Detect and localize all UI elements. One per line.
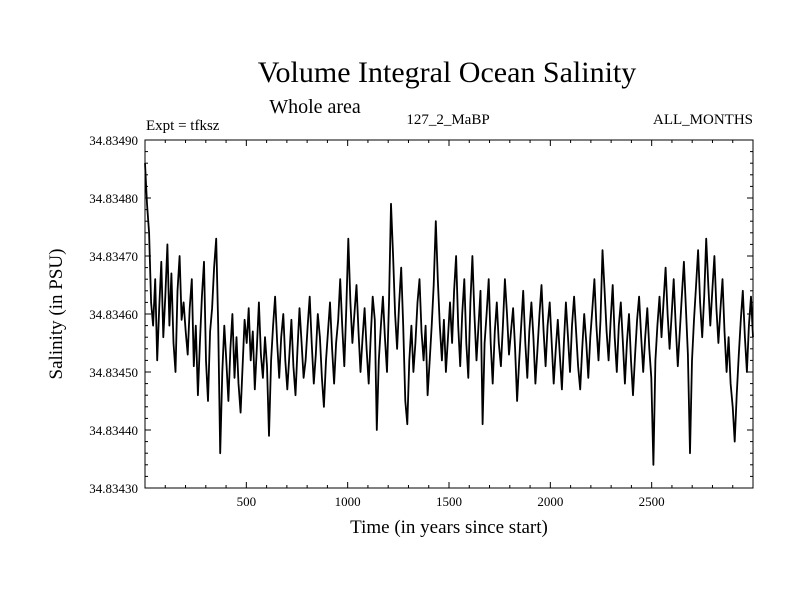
x-tick-label: 500 — [237, 494, 257, 509]
chart-subtitle: Whole area — [269, 96, 361, 118]
y-axis: 34.83430 34.83440 34.83450 34.83460 34.83470… — [89, 133, 753, 496]
y-tick-label: 34.83430 — [89, 481, 138, 496]
x-tick-label: 2500 — [639, 494, 665, 509]
experiment-label: Expt = tfksz — [146, 118, 220, 134]
y-tick-label: 34.83450 — [89, 365, 138, 380]
y-tick-label: 34.83480 — [89, 191, 138, 206]
y-axis-label: Salinity (in PSU) — [46, 249, 67, 380]
y-tick-label: 34.83470 — [89, 249, 138, 264]
months-label: ALL_MONTHS — [653, 112, 753, 128]
chart-title: Volume Integral Ocean Salinity — [258, 56, 637, 89]
y-tick-label: 34.83460 — [89, 307, 138, 322]
y-tick-label: 34.83440 — [89, 423, 138, 438]
run-label: 127_2_MaBP — [406, 112, 489, 128]
x-axis: 500 1000 1500 2000 2500 — [164, 140, 734, 509]
x-axis-label: Time (in years since start) — [350, 517, 548, 538]
salinity-series-line — [144, 163, 754, 466]
x-tick-label: 1000 — [335, 494, 361, 509]
x-tick-label: 2000 — [537, 494, 563, 509]
y-tick-label: 34.83490 — [89, 133, 138, 148]
x-tick-label: 1500 — [436, 494, 462, 509]
